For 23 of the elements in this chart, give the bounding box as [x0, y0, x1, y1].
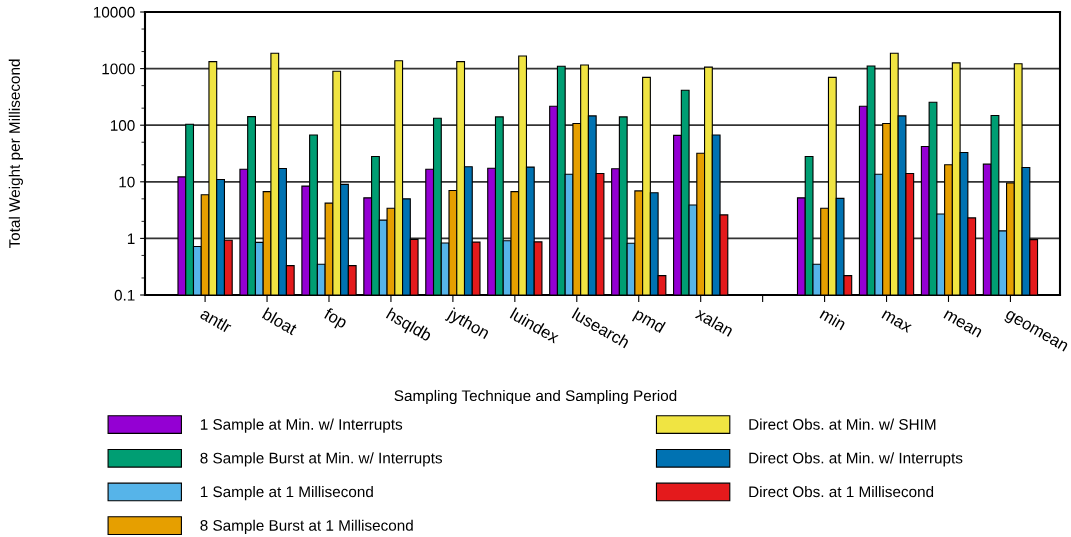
legend-label: 8 Sample Burst at Min. w/ Interrupts	[200, 452, 443, 467]
legend-label: Direct Obs. at Min. w/ Interrupts	[749, 452, 963, 467]
x-axis-title: Sampling Technique and Sampling Period	[394, 389, 677, 405]
x-tick-label: fop	[321, 306, 349, 332]
y-tick-label: 10	[119, 176, 135, 188]
legend-label: Direct Obs. at Min. w/ SHIM	[749, 418, 936, 430]
y-tick-label: 1000	[102, 63, 135, 75]
legend-label: 8 Sample Burst at 1 Millisecond	[200, 519, 413, 534]
legend-label: Direct Obs. at 1 Millisecond	[749, 485, 934, 498]
x-tick-label: max	[881, 310, 913, 334]
x-tick-label: bloat	[261, 307, 299, 336]
y-axis-title: Total Weight per Millisecond	[8, 59, 23, 249]
x-tick-label: pmd	[631, 307, 666, 336]
legend-label: 1 Sample at 1 Millisecond	[200, 485, 373, 501]
x-tick-label: mean	[943, 310, 983, 338]
x-tick-label: min	[819, 307, 847, 331]
y-tick-label: 10000	[93, 6, 135, 18]
x-tick-label: xalan	[694, 306, 735, 337]
y-tick-label: 1	[127, 233, 135, 244]
y-tick-label: 0.1	[114, 289, 135, 301]
y-tick-label: 100	[110, 120, 135, 131]
legend-label: 1 Sample at Min. w/ Interrupts	[200, 418, 403, 433]
x-tick-label: antlr	[199, 307, 233, 334]
